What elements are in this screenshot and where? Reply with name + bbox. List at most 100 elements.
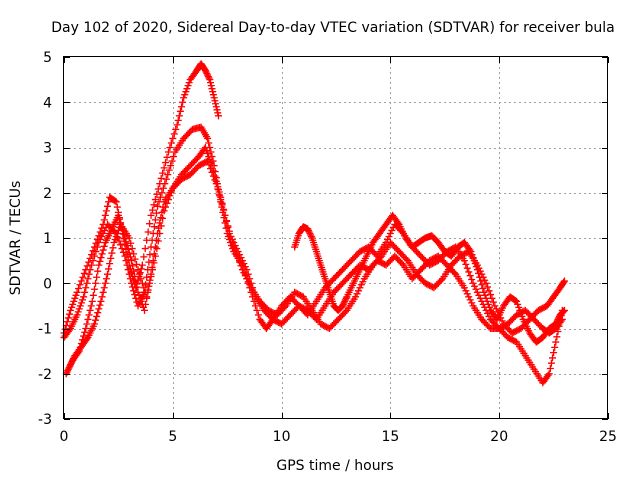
data-point (78, 296, 86, 304)
data-point (207, 79, 215, 87)
data-point (135, 270, 143, 278)
data-point (82, 325, 90, 332)
data-point (339, 302, 347, 310)
data-point (560, 278, 568, 286)
data-point (517, 309, 525, 317)
data-point (481, 291, 489, 299)
x-tick-label: 15 (381, 429, 399, 445)
data-point (485, 287, 493, 295)
data-point (151, 243, 159, 251)
data-point (484, 300, 492, 308)
data-point (465, 268, 473, 276)
data-point (96, 257, 104, 265)
data-point (359, 278, 367, 286)
data-point (101, 226, 109, 234)
data-point (470, 257, 478, 265)
data-point (512, 297, 520, 305)
data-point (460, 284, 468, 292)
data-point (237, 262, 245, 270)
y-tick-label: -1 (38, 322, 52, 338)
data-point (206, 76, 214, 84)
data-point (166, 144, 174, 151)
data-point (126, 275, 134, 283)
data-point (98, 293, 106, 301)
data-point (180, 94, 188, 102)
data-point (123, 261, 131, 269)
data-point (213, 106, 221, 114)
data-point (228, 238, 236, 246)
data-point (159, 184, 167, 192)
data-point (352, 293, 360, 301)
data-point (552, 320, 560, 328)
data-point (121, 252, 129, 260)
data-point (74, 349, 82, 357)
data-point (146, 251, 154, 259)
data-point (157, 214, 165, 222)
data-point (475, 291, 483, 299)
data-point (236, 258, 244, 266)
data-point (476, 273, 484, 281)
data-point (140, 253, 148, 261)
data-point (203, 147, 211, 155)
x-tick-label: 20 (490, 429, 508, 445)
data-point (553, 317, 561, 325)
data-point (83, 262, 91, 270)
data-point (460, 257, 468, 265)
data-point (86, 306, 94, 314)
data-point (207, 82, 215, 90)
data-point (211, 176, 219, 184)
data-point (152, 209, 160, 217)
data-point (492, 305, 500, 313)
data-point (551, 343, 559, 351)
data-point (160, 164, 168, 172)
data-point (115, 237, 123, 245)
data-point (483, 297, 491, 305)
data-point (513, 297, 521, 305)
data-point (145, 282, 153, 290)
data-point (146, 276, 154, 284)
data-point (77, 277, 85, 285)
data-point (466, 296, 474, 304)
data-point (341, 308, 349, 316)
data-point (111, 236, 119, 244)
data-point (385, 232, 393, 240)
data-point (221, 211, 229, 219)
data-point (77, 340, 85, 348)
y-tick-label: -3 (38, 412, 52, 428)
data-point (246, 281, 254, 289)
data-point (515, 303, 523, 311)
data-point (114, 211, 122, 219)
data-points (60, 60, 568, 387)
data-point (472, 263, 480, 271)
data-point (93, 243, 101, 251)
data-point (225, 227, 233, 235)
data-point (218, 201, 226, 209)
data-point (130, 287, 138, 295)
data-point (64, 314, 72, 322)
data-point (153, 190, 161, 198)
data-point (131, 255, 139, 263)
data-point (150, 201, 158, 209)
data-point (479, 285, 487, 293)
data-point (356, 284, 364, 292)
data-point (111, 197, 119, 205)
data-point (183, 85, 191, 93)
data-point (123, 242, 131, 250)
data-point (105, 198, 113, 206)
data-point (88, 261, 96, 269)
data-point (230, 243, 238, 251)
data-point (95, 239, 103, 247)
data-point (124, 245, 132, 253)
data-point (122, 238, 130, 246)
data-point (94, 309, 102, 317)
data-point (480, 288, 488, 296)
data-point (217, 196, 225, 204)
data-point (208, 85, 216, 93)
data-point (63, 318, 71, 326)
data-point (304, 226, 312, 234)
data-point (281, 303, 289, 311)
data-point (234, 254, 242, 262)
data-point (100, 216, 108, 224)
data-point (184, 82, 192, 90)
x-tick-label: 25 (599, 429, 617, 445)
